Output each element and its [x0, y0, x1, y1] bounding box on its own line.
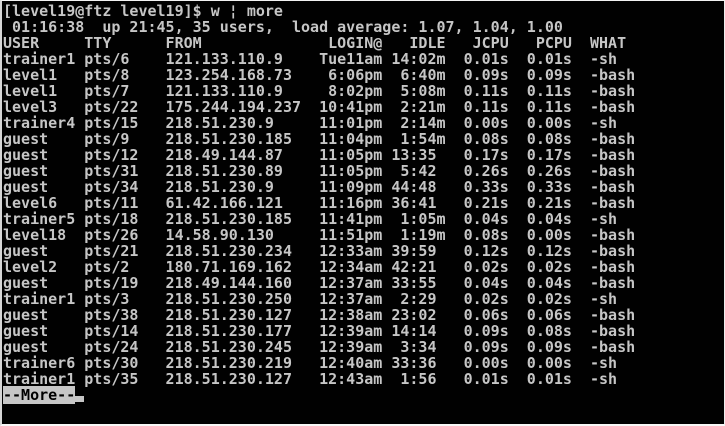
- table-row: guest pts/38 218.51.230.127 12:38am 23:0…: [3, 306, 636, 324]
- table-row: guest pts/24 218.51.230.245 12:39am 3:34…: [3, 338, 636, 356]
- table-row: guest pts/21 218.51.230.234 12:33am 39:5…: [3, 242, 636, 260]
- table-row: guest pts/31 218.51.230.89 11:05pm 5:42 …: [3, 162, 636, 180]
- uptime-line: 01:16:38 up 21:45, 35 users, load averag…: [3, 18, 563, 36]
- table-row: level1 pts/7 121.133.110.9 8:02pm 5:08m …: [3, 82, 636, 100]
- more-pager-line: --More--: [3, 386, 724, 404]
- more-prompt: --More--: [3, 386, 76, 404]
- table-row: level3 pts/22 175.244.194.237 10:41pm 2:…: [3, 98, 636, 116]
- table-row: trainer1 pts/3 218.51.230.250 12:37am 2:…: [3, 290, 618, 308]
- table-row: guest pts/12 218.49.144.87 11:05pm 13:35…: [3, 146, 636, 164]
- process-rows: trainer1 pts/6 121.133.110.9 Tue11am 14:…: [3, 51, 724, 387]
- table-row: level2 pts/2 180.71.169.162 12:34am 42:2…: [3, 258, 636, 276]
- table-row: guest pts/14 218.51.230.177 12:39am 14:1…: [3, 322, 636, 340]
- table-header-line: USER TTY FROM LOGIN@ IDLE JCPU PCPU WHAT: [3, 34, 627, 52]
- table-row: trainer4 pts/15 218.51.230.9 11:01pm 2:1…: [3, 114, 618, 132]
- table-row: trainer5 pts/18 218.51.230.185 11:41pm 1…: [3, 210, 618, 228]
- table-row: trainer6 pts/30 218.51.230.219 12:40am 3…: [3, 354, 618, 372]
- shell-prompt-line: [level19@ftz level19]$ w ¦ more: [3, 2, 283, 20]
- table-row: guest pts/34 218.51.230.9 11:09pm 44:48 …: [3, 178, 636, 196]
- table-row: level1 pts/8 123.254.168.73 6:06pm 6:40m…: [3, 66, 636, 84]
- table-row: trainer1 pts/6 121.133.110.9 Tue11am 14:…: [3, 50, 618, 68]
- table-row: trainer1 pts/35 218.51.230.127 12:43am 1…: [3, 370, 618, 388]
- table-row: guest pts/9 218.51.230.185 11:04pm 1:54m…: [3, 130, 636, 148]
- table-row: level18 pts/26 14.58.90.130 11:51pm 1:19…: [3, 226, 636, 244]
- terminal-screen[interactable]: [level19@ftz level19]$ w ¦ more 01:16:38…: [2, 1, 724, 404]
- table-row: level6 pts/11 61.42.166.121 11:16pm 36:4…: [3, 194, 636, 212]
- text-cursor: [75, 396, 85, 402]
- table-row: guest pts/19 218.49.144.160 12:37am 33:5…: [3, 274, 636, 292]
